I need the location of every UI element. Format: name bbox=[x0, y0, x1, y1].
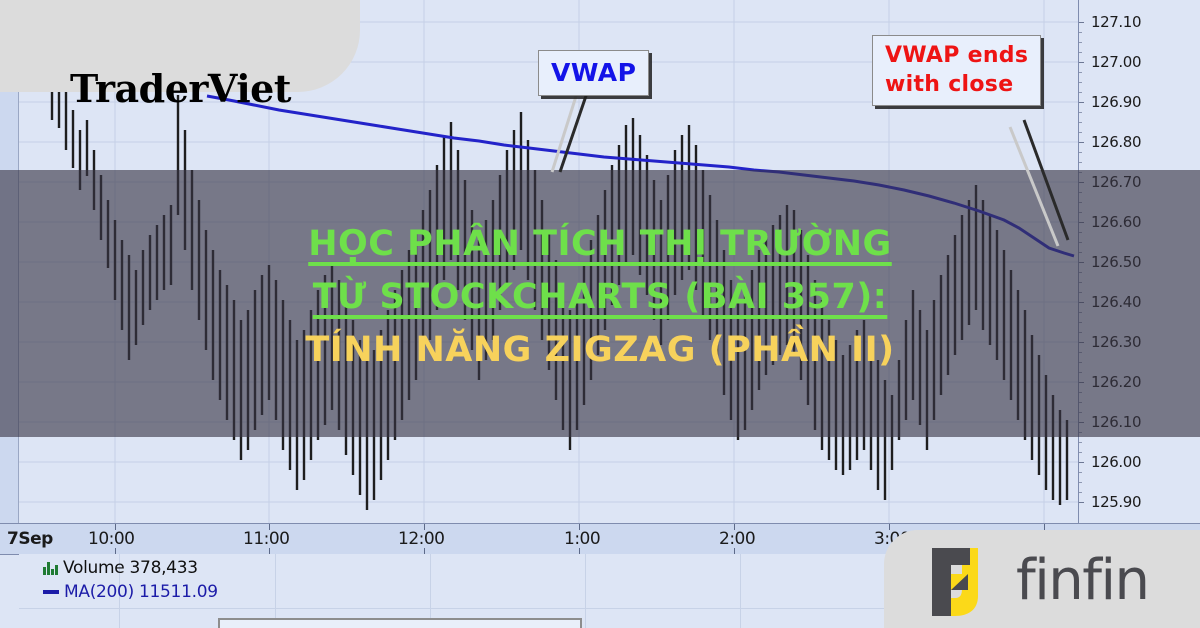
price-tick-label: 127.10 bbox=[1091, 13, 1142, 31]
vwap-leader-line bbox=[550, 89, 590, 173]
bottom-panel-box bbox=[218, 618, 582, 628]
price-axis-ticks bbox=[1079, 0, 1088, 523]
price-tick-label: 126.20 bbox=[1091, 373, 1142, 391]
price-tick-label: 126.70 bbox=[1091, 173, 1142, 191]
legend-volume-row[interactable]: Volume 378,433 bbox=[43, 558, 198, 578]
time-tick-label-date: 7Sep bbox=[7, 529, 53, 549]
time-tick-label: 12:00 bbox=[398, 529, 445, 549]
price-tick-label: 126.30 bbox=[1091, 333, 1142, 351]
time-tick-label: 10:00 bbox=[88, 529, 135, 549]
price-tick-label: 126.10 bbox=[1091, 413, 1142, 431]
vwap-ends-leader-line bbox=[1008, 119, 1070, 247]
finfin-logo-text: finfin bbox=[1016, 548, 1150, 613]
price-tick-label: 126.80 bbox=[1091, 133, 1142, 151]
time-tick-label: 1:00 bbox=[564, 529, 601, 549]
legend-volume-label: Volume 378,433 bbox=[63, 558, 198, 578]
price-tick-label: 125.90 bbox=[1091, 493, 1142, 511]
legend-ma-label: MA(200) 11511.09 bbox=[64, 582, 218, 602]
vwap-ends-annotation[interactable]: VWAP ends with close bbox=[872, 35, 1042, 107]
time-tick-label: 2:00 bbox=[719, 529, 756, 549]
vwap-annotation[interactable]: VWAP bbox=[538, 50, 650, 96]
finfin-f-mark-icon bbox=[932, 548, 978, 616]
time-tick-label: 11:00 bbox=[243, 529, 290, 549]
price-axis: 127.10 127.00 126.90 126.80 126.70 126.6… bbox=[1078, 0, 1200, 523]
price-tick-label: 127.00 bbox=[1091, 53, 1142, 71]
volume-bars-icon bbox=[43, 561, 58, 575]
vwap-ends-line2: with close bbox=[885, 72, 1014, 98]
price-tick-label: 126.60 bbox=[1091, 213, 1142, 231]
finfin-logo[interactable]: finfin bbox=[924, 544, 1150, 618]
vwap-ends-line1: VWAP ends bbox=[885, 43, 1029, 68]
traderviet-logo-plate bbox=[0, 0, 360, 92]
traderviet-logo-text[interactable]: TraderViet bbox=[70, 66, 291, 111]
price-tick-label: 126.50 bbox=[1091, 253, 1142, 271]
ma-line-icon bbox=[43, 590, 59, 594]
vwap-annotation-text: VWAP bbox=[551, 58, 637, 87]
price-tick-label: 126.00 bbox=[1091, 453, 1142, 471]
legend-ma-row[interactable]: MA(200) 11511.09 bbox=[43, 582, 218, 602]
price-tick-label: 126.90 bbox=[1091, 93, 1142, 111]
price-tick-label: 126.40 bbox=[1091, 293, 1142, 311]
